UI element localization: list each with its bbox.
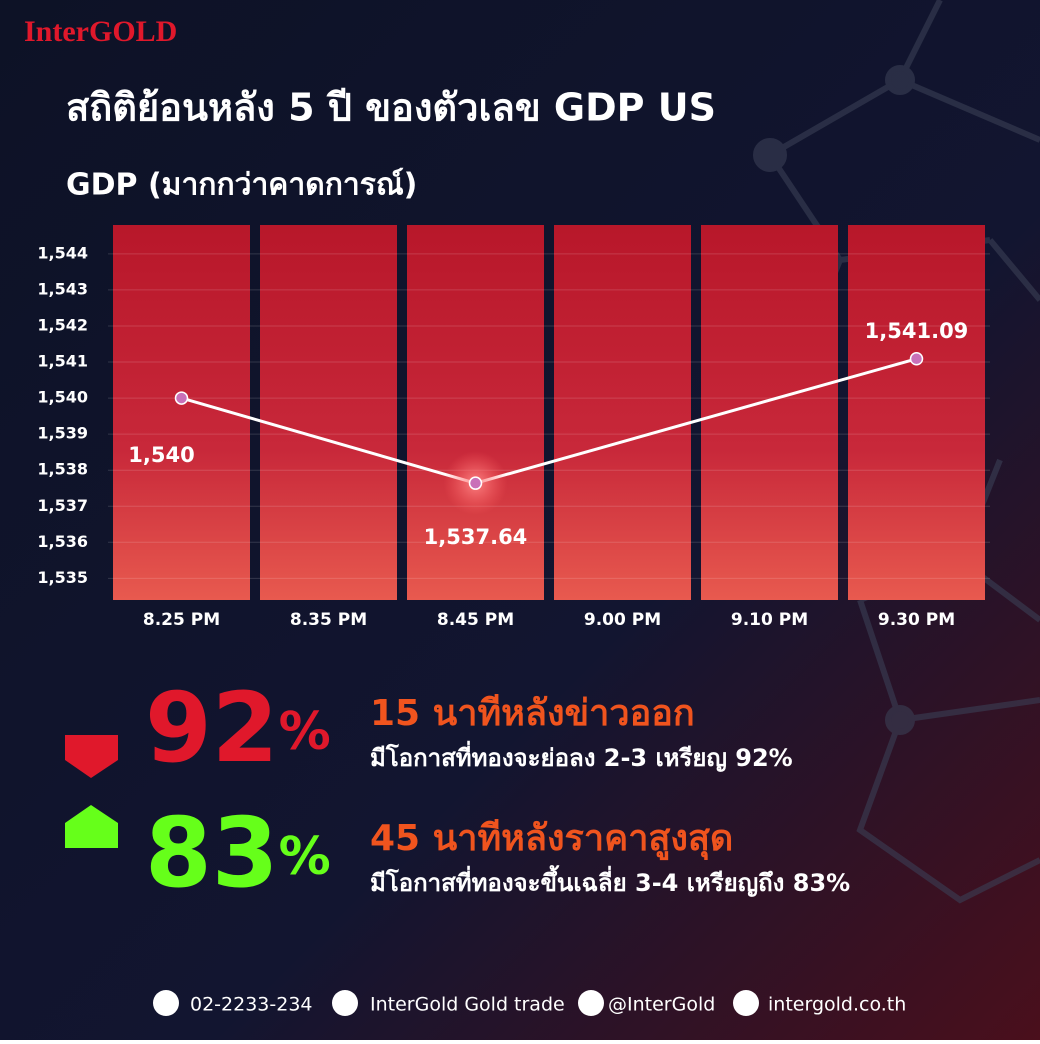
footer: 02-2233-234 InterGold Gold trade @InterG… <box>153 990 906 1016</box>
column-background <box>407 225 544 600</box>
x-tick-label: 8.25 PM <box>143 610 220 630</box>
line-segment <box>475 357 917 485</box>
phone: 02-2233-234 <box>190 994 313 1016</box>
stat-number: 83 <box>145 797 279 909</box>
stat-description: มีโอกาสที่ทองจะขึ้นเฉลี่ย 3-4 เหรียญถึง … <box>370 864 850 897</box>
y-tick-label: 1,538 <box>37 460 88 479</box>
line-id: @InterGold <box>608 994 715 1016</box>
stat-figure: 92% <box>145 672 331 784</box>
stat-unit: % <box>279 702 331 762</box>
point <box>174 391 189 405</box>
point <box>909 352 924 366</box>
x-tick-label: 9.00 PM <box>584 610 661 630</box>
y-tick-label: 1,543 <box>37 279 88 298</box>
stat-headline: 15 นาทีหลังข่าวออก <box>370 693 695 734</box>
facebook: InterGold Gold trade <box>370 994 565 1016</box>
stat-headline: 45 นาทีหลังราคาสูงสุด <box>370 818 733 861</box>
brand-logo: InterGOLD <box>24 15 177 48</box>
column-background <box>848 225 985 600</box>
line-segment <box>181 396 476 485</box>
phone-icon <box>153 990 179 1016</box>
y-tick-label: 1,541 <box>37 352 88 371</box>
x-tick-label: 8.35 PM <box>290 610 367 630</box>
y-tick-label: 1,544 <box>37 243 88 262</box>
value-label: 1,541.09 <box>865 319 969 343</box>
y-tick-label: 1,542 <box>37 315 88 334</box>
stats: 92% 15 นาทีหลังข่าวออกมีโอกาสที่ทองจะย่อล… <box>145 672 850 909</box>
chart: 8.25 PM 8.35 PM 8.45 PM 9.00 PM 9.10 PM 9.30 … <box>37 225 990 630</box>
x-tick-label: 8.45 PM <box>437 610 514 630</box>
y-tick-label: 1,540 <box>37 388 88 407</box>
y-tick-label: 1,536 <box>37 532 88 551</box>
y-tick-label: 1,539 <box>37 424 88 443</box>
point <box>468 476 483 490</box>
x-tick-label: 9.30 PM <box>878 610 955 630</box>
facebook-icon <box>332 990 358 1016</box>
web-icon <box>733 990 759 1016</box>
y-tick-label: 1,535 <box>37 568 88 587</box>
stat-number: 92 <box>145 672 279 784</box>
stat-unit: % <box>279 827 331 887</box>
line-icon <box>578 990 604 1016</box>
stat-figure: 83% <box>145 797 331 909</box>
value-label: 1,537.64 <box>424 525 528 549</box>
stat-description: มีโอกาสที่ทองจะย่อลง 2-3 เหรียญ 92% <box>370 740 793 772</box>
y-tick-label: 1,537 <box>37 496 88 515</box>
x-tick-label: 9.10 PM <box>731 610 808 630</box>
website: intergold.co.th <box>768 994 906 1016</box>
chart-title: GDP (มากกว่าคาดการณ์) <box>66 168 417 203</box>
value-label: 1,540 <box>128 443 194 467</box>
column-background <box>260 225 397 600</box>
column-background <box>554 225 691 600</box>
down-icon <box>65 735 118 778</box>
page-title: สถิติย้อนหลัง 5 ปี ของตัวเลข GDP US <box>66 86 716 130</box>
up-icon <box>65 805 118 848</box>
